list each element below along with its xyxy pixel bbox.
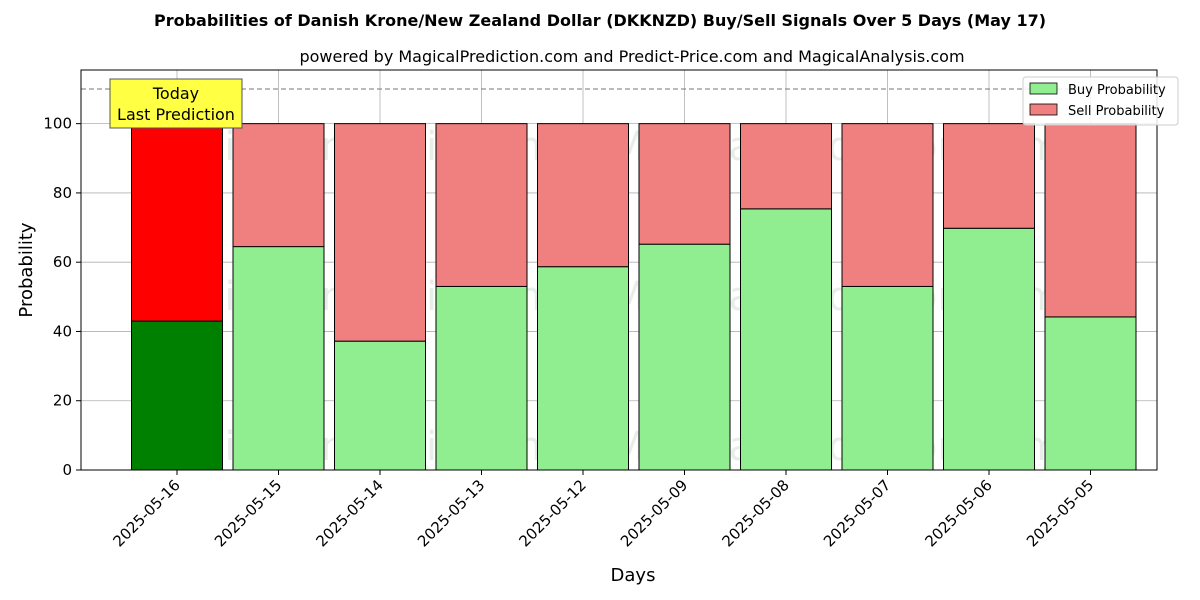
bar-buy <box>232 246 325 471</box>
annotation-line-1: Today <box>152 84 199 103</box>
bar-buy <box>334 340 426 471</box>
bar-sell <box>841 123 934 287</box>
bar-sell <box>537 123 629 268</box>
plot-frame <box>80 69 1158 471</box>
legend-label-sell: Sell Probability <box>1068 104 1165 119</box>
y-tick-label: 100 <box>43 115 72 133</box>
bar-layer <box>131 123 1137 471</box>
bar-buy <box>841 285 934 471</box>
bar-sell <box>943 123 1035 229</box>
legend: Buy Probability Sell Probability <box>1022 76 1179 126</box>
y-tick-label: 40 <box>53 322 72 340</box>
legend-swatch-sell <box>1029 103 1058 116</box>
bar-buy <box>740 208 832 471</box>
y-tick-label: 0 <box>62 461 72 479</box>
bar-sell <box>232 123 325 248</box>
y-tick-label: 60 <box>53 253 72 271</box>
x-tick-label: 2025-05-14 <box>312 476 386 550</box>
bar-sell <box>435 123 528 287</box>
x-axis-label: Days <box>611 565 656 586</box>
bar-buy <box>943 227 1035 471</box>
x-tick-label: 2025-05-07 <box>820 476 894 550</box>
bar-sell <box>334 123 426 342</box>
bar-sell <box>740 123 832 210</box>
bar-buy <box>537 266 629 471</box>
y-ticks: 0 20 40 60 80 100 <box>43 115 81 479</box>
x-tick-label: 2025-05-09 <box>617 476 691 550</box>
legend-frame <box>1022 76 1179 126</box>
y-tick-label: 80 <box>53 184 72 202</box>
bar-sell <box>1044 123 1137 318</box>
x-tick-label: 2025-05-13 <box>414 476 488 550</box>
x-tick-label: 2025-05-05 <box>1023 476 1097 550</box>
annotation-box <box>109 78 243 129</box>
bar-buy <box>435 285 528 471</box>
y-tick-label: 20 <box>53 392 72 410</box>
chart-title: Probabilities of Danish Krone/New Zealan… <box>154 11 1046 30</box>
x-tick-label: 2025-05-08 <box>718 476 792 550</box>
today-annotation: Today Last Prediction <box>109 78 243 129</box>
y-axis-label: Probability <box>16 222 37 317</box>
x-tick-label: 2025-05-12 <box>515 476 589 550</box>
x-tick-label: 2025-05-06 <box>921 476 995 550</box>
x-tick-label: 2025-05-15 <box>211 476 285 550</box>
annotation-line-2: Last Prediction <box>117 105 235 124</box>
legend-label-buy: Buy Probability <box>1068 83 1166 98</box>
bar-buy <box>638 243 731 471</box>
bar-sell <box>638 123 731 245</box>
x-ticks: 2025-05-16 2025-05-15 2025-05-14 2025-05-13… <box>109 470 1097 550</box>
bar-sell <box>131 123 223 322</box>
x-tick-label: 2025-05-16 <box>109 476 183 550</box>
bar-buy <box>1044 316 1137 471</box>
chart-subtitle: powered by MagicalPrediction.com and Pre… <box>299 47 964 66</box>
bar-buy <box>131 320 223 471</box>
legend-swatch-buy <box>1029 82 1058 95</box>
